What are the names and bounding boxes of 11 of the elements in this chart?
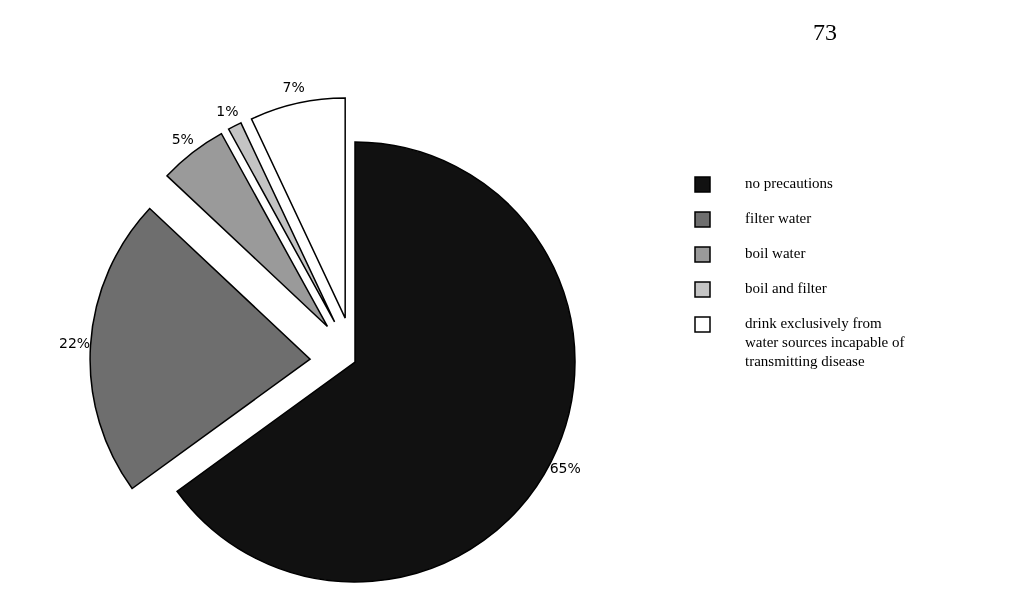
legend-label: boil water — [745, 245, 806, 262]
data-label: 65% — [549, 460, 581, 477]
legend-label: no precautions — [745, 175, 834, 192]
data-label: 7% — [282, 78, 305, 95]
legend-label: filter water — [745, 210, 812, 227]
legend-label: boil and filter — [745, 280, 827, 297]
text: 73 — [813, 19, 837, 45]
data-label: 1% — [216, 102, 239, 119]
legend-label: drink exclusively from water sources incapable of transmitting disease — [745, 315, 905, 370]
data-label: 5% — [171, 130, 194, 147]
data-label: 22% — [58, 335, 91, 352]
